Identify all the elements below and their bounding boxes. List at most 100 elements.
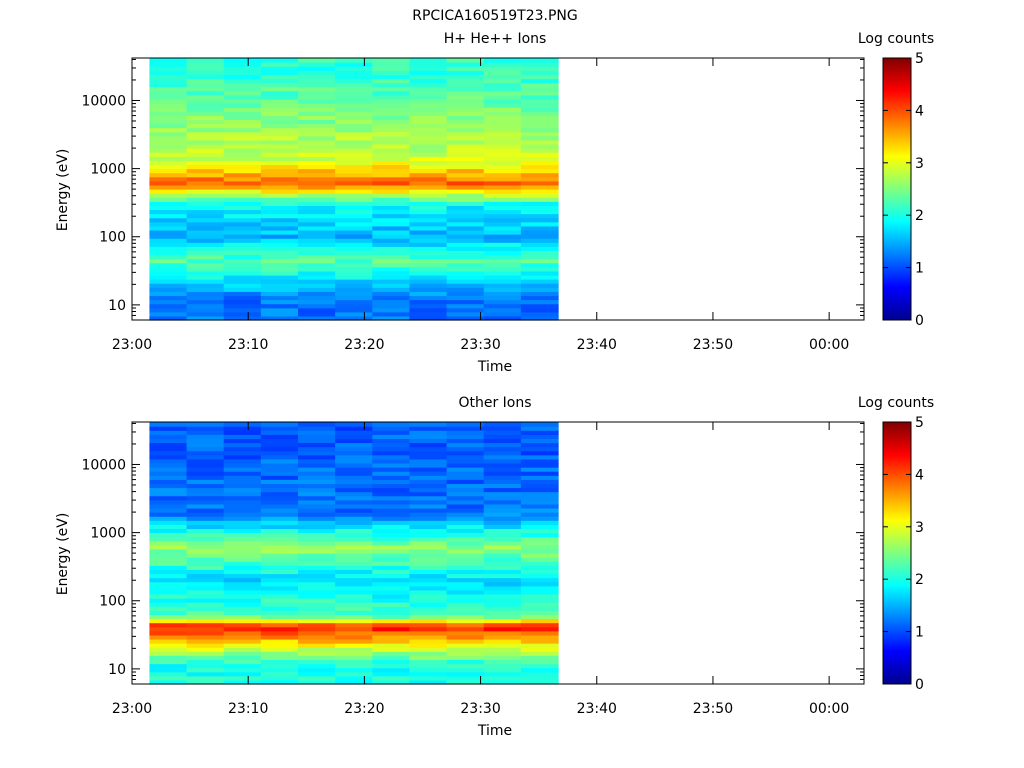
spectrogram-cell [483,434,522,439]
spectrogram-cell [260,663,299,669]
spectrogram-cell [446,499,485,505]
spectrogram-cell [335,557,373,562]
spectrogram-cell [186,434,225,439]
spectrogram-cell [298,242,336,247]
spectrogram-cell [483,667,522,673]
spectrogram-cell [335,430,373,435]
spectrogram-cell [298,311,336,317]
spectrogram-cell [446,507,485,513]
spectrogram-cell [298,201,336,206]
spectrogram-cell [298,94,336,100]
spectrogram-cell [298,475,336,480]
spectrogram-cell [186,532,225,538]
spectrogram-cell [149,168,188,174]
spectrogram-cell [260,512,299,517]
spectrogram-cell [186,270,225,276]
spectrogram-cell [149,58,188,63]
spectrogram-cell [372,577,411,583]
spectrogram-cell [223,98,262,104]
spectrogram-cell [186,266,225,272]
spectrogram-cell [446,622,485,628]
spectrogram-cell [335,58,373,63]
spectrogram-cell [483,647,522,652]
spectrogram-cell [298,266,336,272]
spectrogram-cell [223,127,262,133]
spectrogram-cell [186,495,225,501]
spectrogram-cell [446,467,485,472]
spectrogram-cell [409,487,448,493]
spectrogram-cell [409,630,448,636]
spectrogram-cell [483,565,522,570]
spectrogram-cell [446,283,485,288]
axis-ticks: 10 100 1000 10000 23:00 23:10 23:20 23:30 23:40 2… [81,58,864,353]
spectrogram-cell [446,667,485,673]
spectrogram-cell [520,311,559,317]
spectrogram-cell [223,528,262,534]
spectrogram-cell [186,123,225,129]
spectrogram-cell [260,184,299,190]
spectrogram-cell [223,189,262,194]
spectrogram-cell [483,111,522,116]
spectrogram-cell [298,622,336,628]
spectrogram-cell [372,528,411,534]
spectrogram-cell [260,630,299,636]
spectrogram-cell [409,287,448,292]
spectrogram-cell [149,450,188,456]
spectrogram-cell [409,193,448,198]
spectrogram-cell [409,430,448,435]
colorbar-tick-label: 1 [915,261,924,277]
spectrogram-cell [223,487,262,493]
spectrogram-cell [372,234,411,239]
spectrogram-cell [483,520,522,525]
spectrogram-cell [149,618,188,624]
spectrogram-cell [446,585,485,591]
spectrogram-cell [149,148,188,153]
spectrogram-cell [335,589,373,595]
spectrogram-cell [149,630,188,636]
spectrogram-cell [335,634,373,640]
spectrogram-cell [223,434,262,439]
spectrogram-cell [260,254,299,260]
spectrogram-cell [298,274,336,280]
spectrogram-cell [149,614,188,620]
spectrogram-cell [446,246,485,251]
spectrogram-cell [223,58,262,63]
spectrogram-cell [260,103,299,108]
spectrogram-cell [446,131,485,137]
spectrogram-cell [372,446,411,452]
spectrogram-cell [483,303,522,309]
spectrogram-cell [149,524,188,530]
spectrogram-cell [483,524,522,530]
spectrogram-cell [260,507,299,513]
spectrogram-cell [446,238,485,243]
spectrogram-cell [335,315,373,321]
spectrogram-cell [186,475,225,480]
spectrogram-cell [298,98,336,104]
spectrogram-cell [149,139,188,145]
spectrogram-cell [149,536,188,542]
x-tick-label: 00:00 [809,337,849,353]
spectrogram-cell [483,634,522,640]
spectrogram-cell [520,512,559,517]
spectrogram-cell [483,643,522,648]
spectrogram-cell [260,311,299,317]
spectrogram-cell [520,213,559,219]
spectrogram-cell [483,168,522,174]
spectrogram-cell [149,667,188,673]
spectrogram-cell [335,172,373,178]
spectrogram-cell [520,557,559,562]
spectrogram-cell [298,528,336,534]
colorbar-tick-label: 1 [915,625,924,641]
spectrogram-cell [520,90,559,96]
spectrogram-cell [260,205,299,211]
spectrogram-cell [260,225,299,231]
spectrogram-cell [446,98,485,104]
spectrogram-cell [446,512,485,517]
spectrogram-cell [223,242,262,247]
spectrogram-cell [372,213,411,219]
spectrogram-cell [186,229,225,235]
spectrogram-cell [260,602,299,607]
spectrogram-cell [335,78,373,84]
spectrogram-cell [520,238,559,243]
spectrogram-cell [446,520,485,525]
